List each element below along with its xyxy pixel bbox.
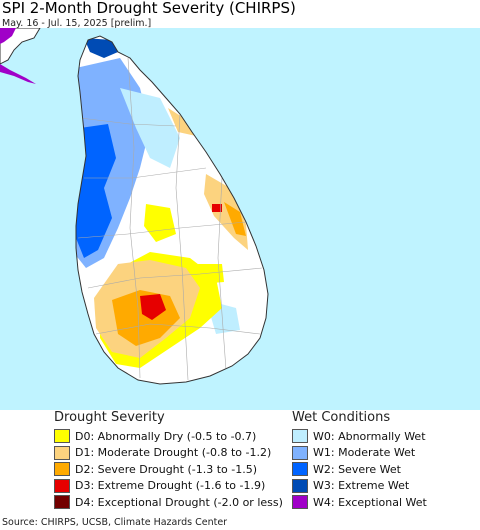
sri-lanka-island xyxy=(75,35,269,385)
wet-legend-heading: Wet Conditions xyxy=(292,410,391,425)
legend-label-w1: W1: Moderate Wet xyxy=(313,446,416,460)
legend-label-d1: D1: Moderate Drought (-0.8 to -1.2) xyxy=(75,446,272,460)
legend-item-w1: W1: Moderate Wet xyxy=(292,445,427,462)
legend-label-d3: D3: Extreme Drought (-1.6 to -1.9) xyxy=(75,479,266,493)
drought-map xyxy=(0,28,480,410)
legend-item-d3: D3: Extreme Drought (-1.6 to -1.9) xyxy=(54,478,283,495)
abnormally-wet-area xyxy=(120,88,180,168)
map-canvas xyxy=(0,28,269,385)
swatch-w2 xyxy=(292,462,308,477)
legend-label-w2: W2: Severe Wet xyxy=(313,462,401,476)
northeast-dry xyxy=(168,108,196,136)
swatch-d1 xyxy=(54,445,70,460)
swatch-w3 xyxy=(292,478,308,493)
swatch-w1 xyxy=(292,445,308,460)
legend-item-w2: W2: Severe Wet xyxy=(292,461,427,478)
extreme-wet-area xyxy=(84,38,118,58)
wet-legend: Wet Conditions W0: Abnormally Wet W1: Mo… xyxy=(292,410,427,511)
central-dry-patch xyxy=(144,204,176,242)
legend-item-w3: W3: Extreme Wet xyxy=(292,478,427,495)
legend-label-w4: W4: Exceptional Wet xyxy=(313,495,427,509)
swatch-w0 xyxy=(292,429,308,444)
legend-label-w3: W3: Extreme Wet xyxy=(313,479,410,493)
east-coast-extreme xyxy=(212,204,222,212)
legend-item-w4: W4: Exceptional Wet xyxy=(292,494,427,511)
legend-label-d0: D0: Abnormally Dry (-0.5 to -0.7) xyxy=(75,429,257,443)
swatch-d4 xyxy=(54,495,70,510)
legend-item-d4: D4: Exceptional Drought (-2.0 or less) xyxy=(54,494,283,511)
india-wet-patch xyxy=(0,28,16,44)
source-credit: Source: CHIRPS, UCSB, Climate Hazards Ce… xyxy=(2,517,228,528)
swatch-d0 xyxy=(54,429,70,444)
legend-item-d2: D2: Severe Drought (-1.3 to -1.5) xyxy=(54,461,283,478)
india-wet-tail xyxy=(0,64,36,84)
legend-item-w0: W0: Abnormally Wet xyxy=(292,428,427,445)
east-dry-patch xyxy=(198,264,224,284)
swatch-d2 xyxy=(54,462,70,477)
legend-label-w0: W0: Abnormally Wet xyxy=(313,429,426,443)
legend-label-d4: D4: Exceptional Drought (-2.0 or less) xyxy=(75,495,283,509)
swatch-w4 xyxy=(292,495,308,510)
drought-legend-heading: Drought Severity xyxy=(54,410,165,425)
title-block: SPI 2-Month Drought Severity (CHIRPS) Ma… xyxy=(2,0,296,29)
legend-label-d2: D2: Severe Drought (-1.3 to -1.5) xyxy=(75,462,258,476)
legend-item-d0: D0: Abnormally Dry (-0.5 to -0.7) xyxy=(54,428,283,445)
legend-item-d1: D1: Moderate Drought (-0.8 to -1.2) xyxy=(54,445,283,462)
district-boundaries xyxy=(77,57,263,381)
drought-legend: Drought Severity D0: Abnormally Dry (-0.… xyxy=(54,410,283,511)
east-coast-severe xyxy=(224,202,246,236)
map-subtitle: May. 16 - Jul. 15, 2025 [prelim.] xyxy=(2,18,152,29)
legend: Drought Severity D0: Abnormally Dry (-0.… xyxy=(0,410,480,514)
swatch-d3 xyxy=(54,478,70,493)
extreme-drought-area xyxy=(140,294,166,320)
map-title: SPI 2-Month Drought Severity (CHIRPS) xyxy=(2,0,296,17)
